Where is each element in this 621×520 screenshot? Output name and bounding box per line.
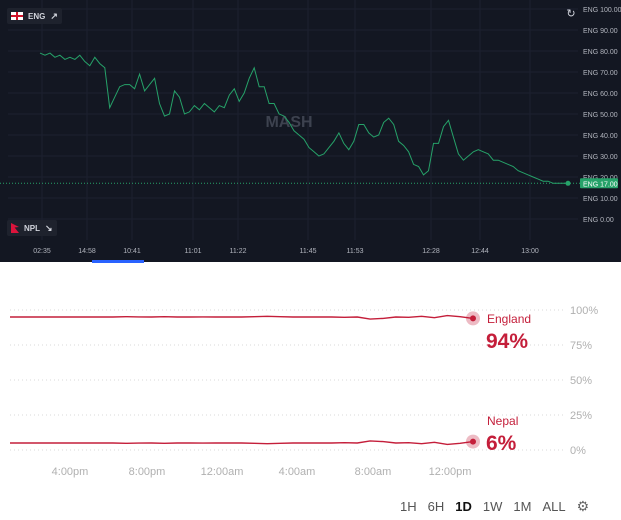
y-tick-label: ENG 80.00 (583, 49, 618, 56)
x-tick-label: 12:28 (422, 248, 440, 255)
x-tick-label: 13:00 (521, 248, 539, 255)
probability-chart-svg: 100% 75% 50% 25% 0% 4:00pm 8:00pm 12:00am 4:00am… (10, 305, 598, 478)
nepal-flag-icon (11, 223, 19, 233)
npl-label: NPL (24, 223, 40, 233)
y-tick-label: ENG 70.00 (583, 70, 618, 77)
range-button-1h[interactable]: 1H (400, 499, 417, 514)
nepal-series-value: 6% (486, 432, 517, 455)
gear-icon[interactable]: ⚙ (576, 498, 590, 514)
range-button-all[interactable]: ALL (542, 499, 566, 514)
x-tick-label: 14:58 (78, 248, 96, 255)
england-series-name: England (487, 312, 531, 326)
y-tick-label: 25% (570, 410, 592, 422)
y-tick-label: 75% (570, 340, 592, 352)
price-chart-panel: ENG 100.00 ENG 90.00 ENG 80.00 ENG 70.00 ENG… (0, 0, 621, 263)
current-price-dot (565, 180, 571, 186)
y-tick-label: ENG 0.00 (583, 217, 614, 224)
refresh-icon[interactable]: ↻ (566, 8, 576, 20)
england-end-dot (470, 315, 476, 322)
england-probability-line (10, 314, 474, 320)
range-button-1d[interactable]: 1D (455, 499, 472, 514)
npl-legend-tag[interactable]: NPL ↘ (7, 220, 57, 236)
x-tick-label: 12:00am (201, 466, 244, 478)
x-tick-label: 4:00pm (52, 466, 89, 478)
range-button-1m[interactable]: 1M (513, 499, 532, 514)
x-tick-label: 11:45 (300, 248, 317, 255)
x-tick-label: 12:44 (471, 248, 489, 255)
england-flag-icon (11, 12, 23, 20)
y-tick-label: ENG 50.00 (583, 112, 618, 119)
x-tick-label: 4:00am (279, 466, 316, 478)
y-tick-label: ENG 60.00 (583, 91, 618, 98)
range-button-6h[interactable]: 6H (427, 499, 445, 514)
x-tick-label: 11:53 (347, 248, 364, 255)
x-tick-label: 12:00pm (429, 466, 472, 478)
eng-price-line (39, 52, 568, 184)
nepal-probability-line (10, 440, 474, 446)
time-scroll-handle[interactable] (92, 260, 144, 263)
eng-legend-tag[interactable]: ENG ↗ (7, 8, 62, 24)
trend-down-icon: ↘ (45, 222, 53, 233)
x-tick-label: 8:00pm (129, 466, 166, 478)
y-tick-label: ENG 90.00 (583, 28, 618, 35)
nepal-end-dot (470, 438, 476, 445)
x-tick-label: 11:01 (185, 248, 202, 255)
y-tick-label: 100% (570, 305, 598, 317)
x-tick-label: 11:22 (230, 248, 247, 255)
x-tick-label: 8:00am (355, 466, 392, 478)
y-tick-label: ENG 100.00 (583, 7, 621, 14)
y-tick-label: 0% (570, 445, 586, 457)
price-tag-bg (580, 178, 618, 189)
range-button-1w[interactable]: 1W (482, 499, 503, 514)
nepal-series-name: Nepal (487, 414, 518, 428)
eng-label: ENG (28, 11, 46, 21)
x-tick-label: 02:35 (33, 248, 51, 255)
x-tick-label: 10:41 (123, 248, 141, 255)
y-tick-label: ENG 40.00 (583, 133, 618, 140)
probability-chart-panel: 100% 75% 50% 25% 0% 4:00pm 8:00pm 12:00am 4:00am… (0, 262, 621, 520)
england-series-value: 94% (486, 330, 528, 353)
y-tick-label: 50% (570, 375, 592, 387)
time-range-selector: 1H 6H 1D 1W 1M ALL ⚙ (400, 498, 589, 515)
y-tick-label: ENG 30.00 (583, 154, 618, 161)
y-tick-label: ENG 10.00 (583, 196, 618, 203)
trend-up-icon: ↗ (50, 10, 58, 21)
price-chart-svg: ENG 100.00 ENG 90.00 ENG 80.00 ENG 70.00 ENG… (0, 0, 621, 255)
price-tag-label: ENG 17.00 (583, 181, 618, 188)
